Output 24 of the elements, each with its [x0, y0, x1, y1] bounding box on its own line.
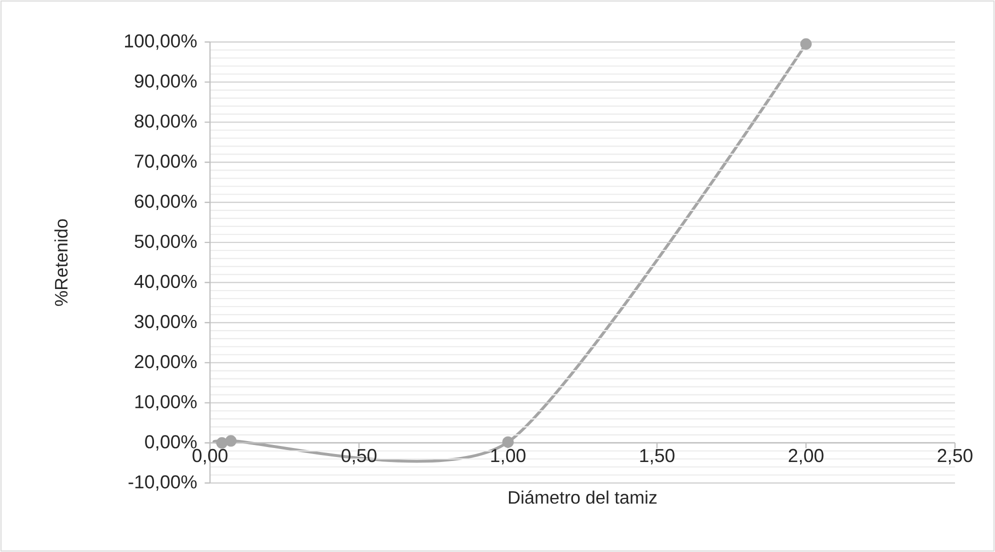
y-tick-label: 20,00%: [134, 354, 197, 370]
y-tick-label: 80,00%: [134, 114, 197, 130]
point: [800, 38, 812, 50]
y-tick-label: 60,00%: [134, 194, 197, 210]
y-tick-label: 40,00%: [134, 274, 197, 290]
y-tick-label: 0,00%: [145, 435, 197, 451]
y-tick-label: 30,00%: [134, 314, 197, 330]
y-tick-label: 100,00%: [125, 34, 197, 50]
x-tick-label: 0,50: [342, 448, 376, 464]
y-tick-label: 10,00%: [135, 395, 197, 411]
y-tick-label: -10,00%: [128, 475, 197, 491]
y-tick-label: 70,00%: [134, 154, 197, 170]
point: [216, 437, 228, 449]
x-tick-label: 1,50: [640, 448, 674, 464]
x-tick-label: 0,00: [192, 448, 228, 464]
x-tick-label: 2,50: [938, 448, 972, 464]
y-axis-title: %Retenido: [54, 219, 68, 306]
x-axis-title: Diámetro del tamiz: [508, 490, 657, 504]
x-tick-label: 1,00: [491, 448, 526, 464]
y-tick-label: 90,00%: [134, 74, 197, 90]
y-tick-label: 50,00%: [134, 234, 197, 250]
point: [225, 435, 237, 447]
point: [502, 436, 514, 448]
x-tick-label: 2,00: [788, 448, 824, 464]
